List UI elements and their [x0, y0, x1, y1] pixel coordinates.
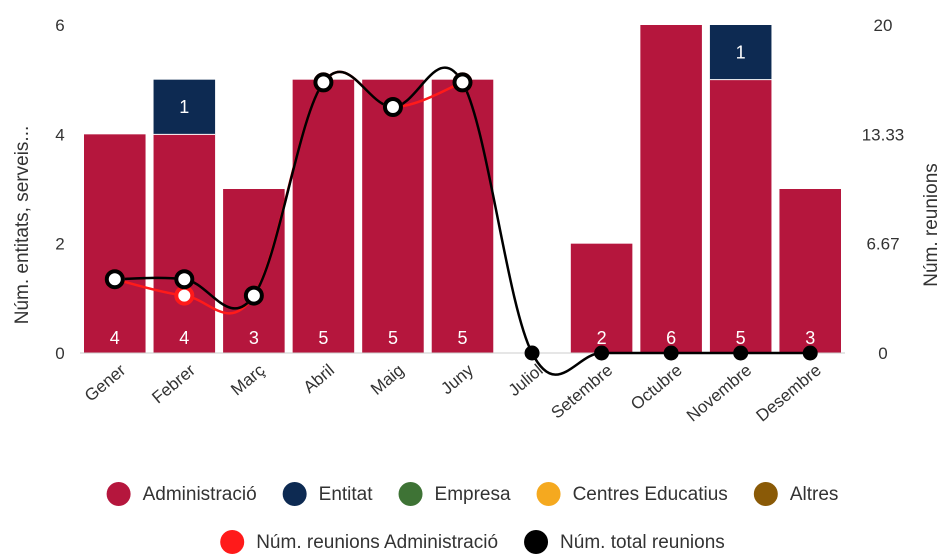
legend-label-entitat: Entitat	[319, 484, 374, 505]
point-num-total-reunions-juliol	[524, 345, 540, 361]
bar-label-gener-administracio: 4	[110, 328, 120, 348]
x-tick-label-maig: Maig	[367, 361, 407, 399]
x-tick-label-juny: Juny	[437, 360, 477, 398]
y-right-tick-label: 6.67	[866, 235, 899, 254]
bar-febrer-entitat	[153, 79, 216, 135]
x-tick-label-setembre: Setembre	[547, 361, 616, 423]
bar-label-abril-administracio: 5	[318, 328, 328, 348]
bar-desembre-administracio	[779, 189, 841, 353]
bar-label-novembre-administracio: 5	[736, 328, 746, 348]
y-right-tick-label: 13.33	[862, 125, 905, 144]
x-tick-label-novembre: Novembre	[683, 361, 755, 426]
point-num-reunions-administracio-febrer	[174, 285, 195, 306]
legend-swatch-num-reunions-administracio	[220, 530, 245, 554]
legend-swatch-altres	[753, 482, 778, 506]
legend-label-centres-educatius: Centres Educatius	[573, 484, 728, 505]
legend-swatch-centres-educatius	[536, 482, 561, 506]
bar-label-marc-administracio: 3	[249, 328, 259, 348]
legend-swatch-entitat	[282, 482, 307, 506]
bar-novembre-administracio	[709, 79, 772, 354]
point-num-total-reunions-setembre	[594, 345, 610, 361]
x-tick-label-octubre: Octubre	[627, 361, 686, 414]
point-num-total-reunions-marc	[243, 285, 264, 306]
y-left-axis-title: Núm. entitats, serveis...	[12, 126, 33, 325]
legend-swatch-num-total-reunions	[524, 530, 549, 554]
point-num-total-reunions-abril	[313, 72, 334, 93]
y-left-tick-label: 2	[55, 235, 64, 254]
legend: Administració Entitat Empresa Centres Educa…	[106, 482, 839, 554]
bar-label-juny-administracio: 5	[457, 328, 467, 348]
x-tick-label-marc: Març	[227, 360, 269, 399]
y-left-tick-label: 4	[55, 125, 64, 144]
bar-novembre-entitat	[709, 25, 772, 80]
bar-marc-administracio	[223, 189, 285, 353]
bar-maig-administracio	[362, 79, 424, 354]
legend-swatch-empresa	[398, 482, 423, 506]
bar-febrer-administracio	[153, 134, 216, 353]
legend-label-altres: Altres	[790, 484, 839, 505]
x-tick-label-gener: Gener	[81, 360, 130, 405]
bar-octubre-administracio	[640, 25, 702, 353]
bar-gener-administracio	[84, 134, 146, 353]
y-left-tick-label: 6	[55, 16, 64, 35]
point-num-total-reunions-gener	[104, 269, 125, 290]
x-tick-label-abril: Abril	[300, 361, 338, 397]
bar-label-maig-administracio: 5	[388, 328, 398, 348]
bar-labels-layer: 4 4 1 3 5 5 5 2 6 5 1 3	[110, 42, 815, 348]
point-num-total-reunions-juny	[452, 72, 473, 93]
bar-label-setembre-administracio: 2	[597, 328, 607, 348]
bar-juny-administracio	[431, 79, 494, 354]
legend-swatch-administracio	[106, 482, 131, 506]
x-tick-label-desembre: Desembre	[753, 361, 825, 426]
bar-abril-administracio	[292, 79, 355, 354]
y-left-tick-label: 0	[55, 344, 64, 363]
y-right-axis-title: Núm. reunions	[921, 163, 942, 287]
bar-label-febrer-entitat: 1	[179, 97, 189, 117]
bar-label-desembre-administracio: 3	[805, 328, 815, 348]
legend-label-num-total-reunions: Núm. total reunions	[560, 532, 725, 553]
x-tick-label-febrer: Febrer	[148, 360, 199, 407]
y-right-tick-label: 0	[878, 344, 887, 363]
point-num-total-reunions-novembre	[733, 345, 749, 361]
bar-label-novembre-entitat: 1	[736, 42, 746, 62]
point-num-total-reunions-maig	[382, 97, 403, 117]
legend-label-num-reunions-administracio: Núm. reunions Administració	[256, 532, 498, 553]
bars-layer	[84, 25, 841, 354]
point-num-total-reunions-desembre	[802, 345, 818, 361]
lines-layer	[104, 66, 818, 376]
bar-label-febrer-administracio: 4	[179, 328, 189, 348]
legend-label-empresa: Empresa	[435, 484, 511, 505]
point-num-total-reunions-octubre	[663, 345, 679, 361]
legend-label-administracio: Administració	[143, 484, 257, 505]
point-num-total-reunions-febrer	[174, 269, 195, 290]
bar-setembre-administracio	[570, 243, 633, 353]
y-right-tick-label: 20	[874, 16, 893, 35]
bar-label-octubre-administracio: 6	[666, 328, 676, 348]
